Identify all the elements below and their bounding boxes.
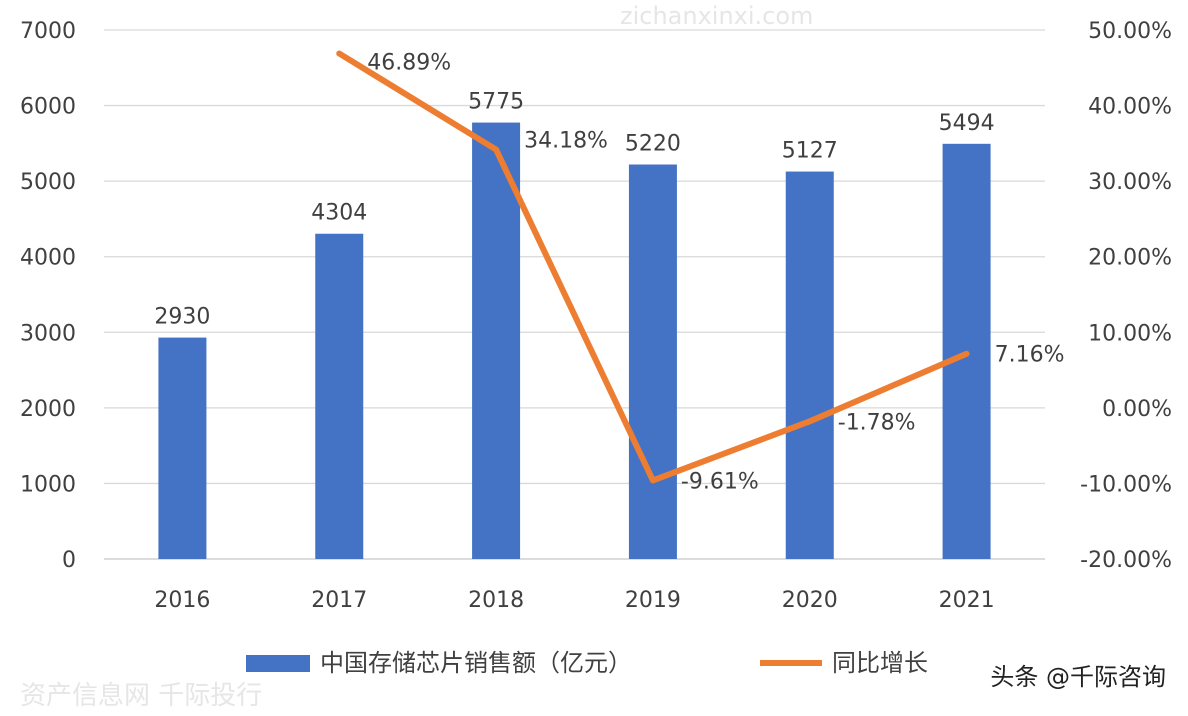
- bar-data-label: 4304: [311, 201, 367, 226]
- x-tick-label: 2017: [311, 588, 367, 613]
- y-right-tick-label: -20.00%: [1080, 548, 1172, 573]
- legend-bar-label: 中国存储芯片销售额（亿元）: [320, 649, 632, 677]
- bar: [315, 234, 363, 559]
- y-right-tick-label: 40.00%: [1088, 95, 1172, 120]
- x-tick-label: 2016: [154, 588, 210, 613]
- bar-data-label: 5494: [939, 111, 995, 136]
- bar: [158, 338, 206, 559]
- y-left-tick-label: 2000: [20, 397, 76, 422]
- line-data-label: 46.89%: [367, 51, 451, 76]
- background-watermark: zichanxinxi.com: [620, 2, 813, 30]
- x-tick-label: 2021: [939, 588, 995, 613]
- y-right-tick-label: 0.00%: [1102, 397, 1172, 422]
- line-data-label: 34.18%: [524, 129, 608, 154]
- y-right-tick-label: -10.00%: [1080, 472, 1172, 497]
- x-tick-label: 2019: [625, 588, 681, 613]
- y-left-tick-label: 0: [62, 548, 76, 573]
- bar-data-label: 5127: [782, 139, 838, 164]
- x-tick-label: 2020: [782, 588, 838, 613]
- bar: [786, 172, 834, 559]
- bar: [629, 165, 677, 559]
- legend-line-label: 同比增长: [832, 649, 928, 677]
- watermark: 头条 @千际咨询: [990, 657, 1166, 692]
- y-left-tick-label: 1000: [20, 472, 76, 497]
- background-watermark: 资产信息网 千际投行: [20, 681, 262, 711]
- y-right-tick-label: 20.00%: [1088, 246, 1172, 271]
- y-left-tick-label: 4000: [20, 246, 76, 271]
- y-left-tick-label: 5000: [20, 170, 76, 195]
- y-right-tick-label: 30.00%: [1088, 170, 1172, 195]
- legend-bar-swatch: [246, 655, 310, 672]
- bar-data-label: 5775: [468, 90, 524, 115]
- y-right-tick-label: 50.00%: [1088, 19, 1172, 44]
- bar-data-label: 2930: [154, 305, 210, 330]
- x-tick-label: 2018: [468, 588, 524, 613]
- line-data-label: 7.16%: [995, 343, 1065, 368]
- y-left-tick-label: 6000: [20, 95, 76, 120]
- y-left-tick-label: 7000: [20, 19, 76, 44]
- y-right-tick-label: 10.00%: [1088, 321, 1172, 346]
- line-data-label: -1.78%: [838, 410, 916, 435]
- bar-data-label: 5220: [625, 132, 681, 157]
- y-left-tick-label: 3000: [20, 321, 76, 346]
- line-data-label: -9.61%: [681, 469, 759, 494]
